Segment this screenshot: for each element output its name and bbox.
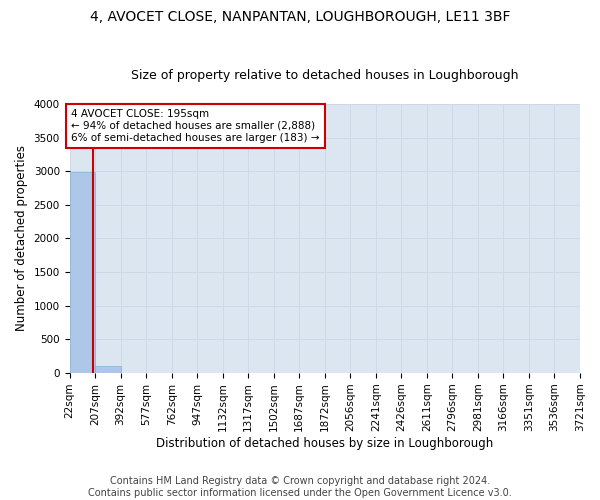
Text: 4 AVOCET CLOSE: 195sqm
← 94% of detached houses are smaller (2,888)
6% of semi-d: 4 AVOCET CLOSE: 195sqm ← 94% of detached… <box>71 110 319 142</box>
X-axis label: Distribution of detached houses by size in Loughborough: Distribution of detached houses by size … <box>156 437 493 450</box>
Text: Contains HM Land Registry data © Crown copyright and database right 2024.
Contai: Contains HM Land Registry data © Crown c… <box>88 476 512 498</box>
Bar <box>70 172 95 373</box>
Bar <box>95 366 121 373</box>
Title: Size of property relative to detached houses in Loughborough: Size of property relative to detached ho… <box>131 69 518 82</box>
Y-axis label: Number of detached properties: Number of detached properties <box>15 146 28 332</box>
Text: 4, AVOCET CLOSE, NANPANTAN, LOUGHBOROUGH, LE11 3BF: 4, AVOCET CLOSE, NANPANTAN, LOUGHBOROUGH… <box>90 10 510 24</box>
